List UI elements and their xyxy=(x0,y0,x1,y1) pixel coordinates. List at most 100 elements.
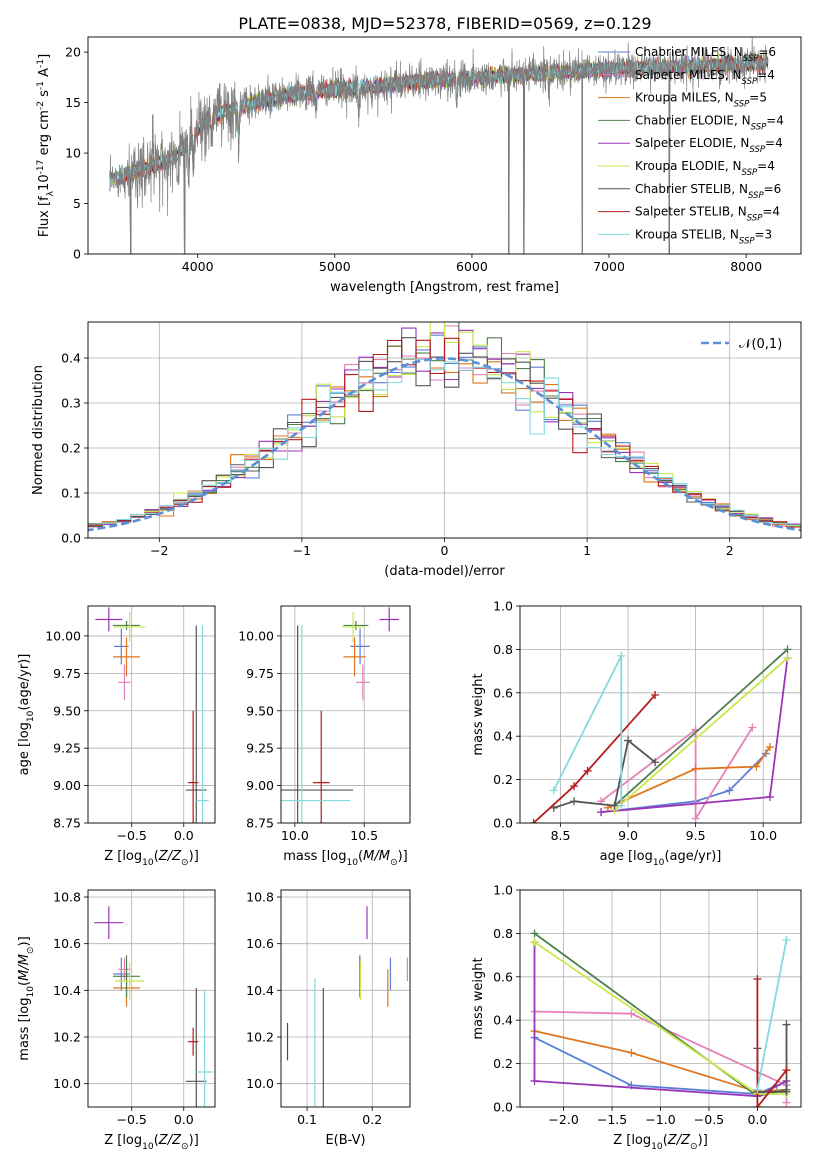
y-tick-label: 10.4 xyxy=(53,983,81,998)
y-tick-label: 0.0 xyxy=(493,816,513,831)
y-tick-label: 15 xyxy=(65,95,81,110)
data-point-marker xyxy=(691,764,700,773)
data-point-marker xyxy=(725,786,734,795)
figure-title: PLATE=0838, MJD=52378, FIBERID=0569, z=0… xyxy=(238,14,651,33)
y-tick-label: 10.0 xyxy=(246,1076,274,1091)
data-point-marker xyxy=(530,1076,539,1085)
y-tick-label: 10.00 xyxy=(238,628,274,643)
data-point-marker xyxy=(530,938,539,947)
data-point-marker xyxy=(617,651,626,660)
spectrum-observed-data xyxy=(109,37,769,254)
data-point-marker xyxy=(753,1085,762,1094)
y-tick-label: 0.1 xyxy=(61,486,81,501)
errorbar-kroupa-elodie xyxy=(114,611,146,642)
weight-Z-frame xyxy=(519,889,802,1108)
data-point-marker xyxy=(782,1020,791,1029)
y-axis-label: Flux [fλ10-17 erg cm-2 s-1 A-1] xyxy=(36,54,56,237)
x-tick-label: 9.5 xyxy=(686,828,706,843)
series-line xyxy=(600,752,767,813)
mass-ebv-frame xyxy=(280,889,411,1108)
y-axis-label: mass weight xyxy=(471,957,486,1039)
data-point-marker xyxy=(549,786,558,795)
series-kroupa-stelib xyxy=(549,651,626,810)
mass-ebv-plot-area xyxy=(286,906,408,1107)
x-tick-label: 1 xyxy=(583,543,591,558)
data-point-marker xyxy=(530,929,539,938)
x-tick-label: 8000 xyxy=(730,259,762,274)
x-tick-label: 0.0 xyxy=(174,1112,194,1127)
x-axis-label: Z [log10(Z/Z⊙)] xyxy=(613,1133,708,1152)
y-axis-label: mass [log10(M/M⊙)] xyxy=(17,936,36,1060)
y-tick-label: 10.00 xyxy=(45,628,81,643)
series-line xyxy=(600,727,754,820)
data-point-marker xyxy=(617,801,626,810)
errorbar-kroupa-elodie xyxy=(342,611,365,642)
x-tick-label: 9.0 xyxy=(618,828,638,843)
x-tick-label: 5000 xyxy=(319,259,351,274)
x-tick-label: −0.5 xyxy=(694,1112,724,1127)
data-point-marker xyxy=(753,1103,762,1107)
x-tick-label: 8.5 xyxy=(551,828,571,843)
series-line xyxy=(756,1024,788,1093)
y-tick-label: 0.0 xyxy=(493,1100,513,1115)
legend-label: Chabrier MILES, NSSP=6 xyxy=(635,45,776,64)
series-line xyxy=(552,655,623,806)
data-point-marker xyxy=(753,974,762,983)
data-point-marker xyxy=(783,645,792,654)
legend-label: Chabrier STELIB, NSSP=6 xyxy=(635,182,781,201)
x-tick-label: 10.0 xyxy=(281,828,309,843)
series-salpeter-elodie xyxy=(597,654,792,817)
y-tick-label: 10.8 xyxy=(246,890,274,905)
data-point-marker xyxy=(583,766,592,775)
legend-label: Kroupa STELIB, NSSP=3 xyxy=(635,227,772,246)
errorbar-kroupa-miles xyxy=(112,637,141,677)
x-tick-label: 10.0 xyxy=(749,828,777,843)
errorbar-kroupa-stelib xyxy=(196,990,213,1107)
errorbar-chabrier-miles xyxy=(112,957,130,991)
x-tick-label: −0.5 xyxy=(117,828,147,843)
series-line xyxy=(613,648,789,807)
y-tick-label: 9.50 xyxy=(53,703,81,718)
errorbar-chabrier-elodie xyxy=(343,620,369,630)
errorbar-chabrier-miles xyxy=(350,628,370,665)
y-tick-label: 8.75 xyxy=(246,816,274,831)
x-tick-label: 10.5 xyxy=(350,828,378,843)
series-salpeter-stelib xyxy=(753,974,791,1107)
y-tick-label: 10.4 xyxy=(246,983,274,998)
normal-distribution-curve xyxy=(88,357,801,532)
data-point-marker xyxy=(782,935,791,944)
x-tick-label: 7000 xyxy=(593,259,625,274)
residuals-frame xyxy=(87,321,802,539)
x-tick-label: −1.5 xyxy=(597,1112,627,1127)
x-tick-label: 2 xyxy=(726,543,734,558)
data-point-marker xyxy=(651,758,660,767)
errorbar-salpeter-miles xyxy=(355,664,370,701)
errorbar-salpeter-stelib xyxy=(312,710,330,823)
age-mass-axes: 10.0 10.5 8.75 9.00 9.25 9.50 9.75 10.00 mass [l… xyxy=(238,606,410,868)
y-tick-label: 10.8 xyxy=(53,890,81,905)
y-tick-label: 10 xyxy=(65,146,81,161)
series-chabrier-elodie xyxy=(610,645,792,810)
y-tick-label: 10.6 xyxy=(53,936,81,951)
series-kroupa-stelib xyxy=(753,935,791,1094)
age-mass-frame xyxy=(280,605,411,824)
weight-age-plot-area xyxy=(529,645,792,823)
residuals-plot-area xyxy=(88,322,801,532)
errorbar-salpeter-stelib xyxy=(187,1027,199,1056)
y-tick-label: 10.0 xyxy=(53,1076,81,1091)
data-point-marker xyxy=(627,1009,636,1018)
series-chabrier-stelib xyxy=(549,736,660,812)
data-point-marker xyxy=(782,1087,791,1096)
series-line xyxy=(601,657,789,813)
x-axis-label: (data-model)/error xyxy=(384,564,505,579)
x-tick-label: 4000 xyxy=(182,259,214,274)
x-axis-label: age [log10(age/yr)] xyxy=(600,849,722,868)
spectrum-plot-area xyxy=(109,37,769,254)
series-line xyxy=(607,746,771,809)
y-tick-label: 20 xyxy=(65,45,81,60)
mass-ebv-axes: 0.1 0.2 10.0 10.2 10.4 10.6 10.8 E(B-V) xyxy=(246,890,410,1148)
data-point-marker xyxy=(765,792,774,801)
data-point-marker xyxy=(748,723,757,732)
age-mass-plot-area xyxy=(281,607,399,823)
